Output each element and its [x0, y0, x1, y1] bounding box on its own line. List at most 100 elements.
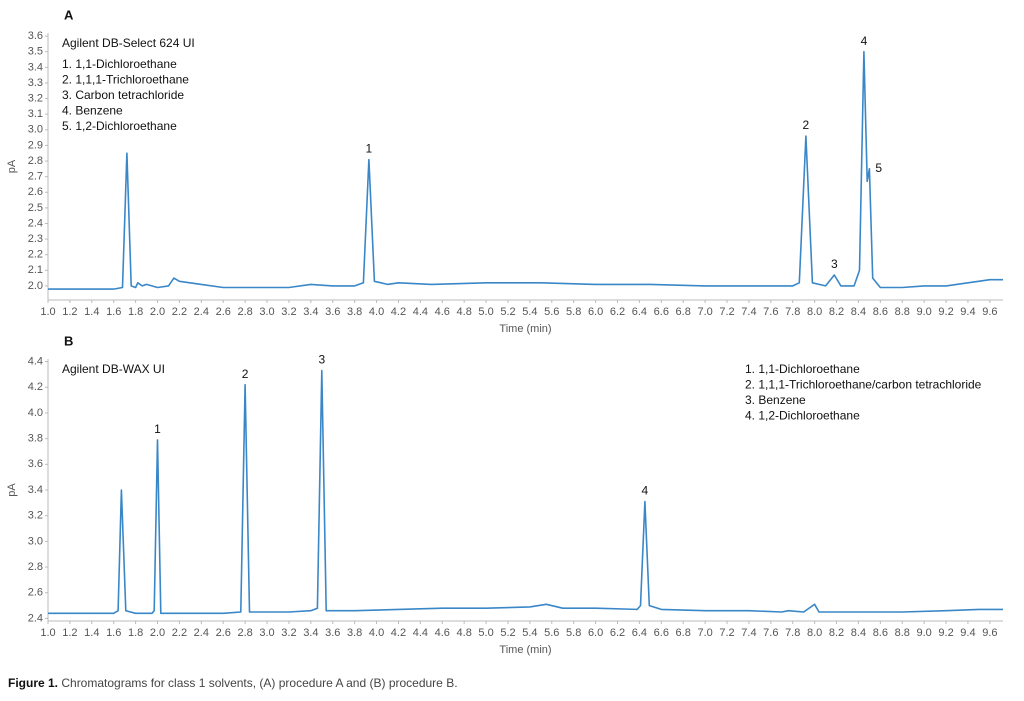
x-tick-label: 4.8	[457, 627, 472, 639]
x-tick-label: 6.6	[654, 627, 669, 639]
y-tick-label: 2.2	[28, 249, 43, 261]
panel-letter: A	[64, 7, 74, 22]
peak-label: 5	[875, 161, 882, 175]
y-tick-label: 3.0	[28, 124, 43, 136]
x-tick-label: 2.0	[150, 627, 165, 639]
x-tick-label: 4.2	[391, 627, 406, 639]
x-tick-label: 5.2	[500, 627, 515, 639]
x-tick-label: 5.0	[478, 306, 493, 318]
peak-label: 3	[831, 257, 838, 271]
x-tick-label: 7.8	[785, 306, 800, 318]
x-tick-label: 5.6	[544, 627, 559, 639]
legend-entry: 4. Benzene	[62, 104, 123, 118]
x-tick-label: 4.8	[457, 306, 472, 318]
y-tick-label: 3.0	[28, 535, 43, 547]
x-tick-label: 2.6	[216, 306, 231, 318]
x-tick-label: 6.6	[654, 306, 669, 318]
legend-entry: 3. Benzene	[745, 393, 806, 407]
x-tick-label: 9.6	[982, 627, 997, 639]
y-tick-label: 2.8	[28, 155, 43, 167]
y-tick-label: 3.5	[28, 46, 43, 58]
x-tick-label: 9.2	[938, 627, 953, 639]
x-tick-label: 2.6	[216, 627, 231, 639]
x-tick-label: 7.4	[741, 627, 756, 639]
peak-label: 2	[242, 367, 249, 381]
trace	[48, 50, 1003, 290]
legend-entry: 2. 1,1,1-Trichloroethane	[62, 73, 189, 87]
x-tick-label: 3.8	[347, 306, 362, 318]
x-tick-label: 8.8	[895, 306, 910, 318]
legend-entry: 1. 1,1-Dichloroethane	[745, 362, 860, 376]
caption-text: Chromatograms for class 1 solvents, (A) …	[58, 676, 458, 690]
peak-label: 4	[642, 484, 649, 498]
y-tick-label: 3.1	[28, 108, 43, 120]
x-tick-label: 8.4	[851, 306, 866, 318]
x-tick-label: 6.8	[676, 627, 691, 639]
x-tick-label: 2.2	[172, 627, 187, 639]
x-tick-label: 3.6	[325, 306, 340, 318]
x-axis-label: Time (min)	[499, 644, 551, 656]
x-tick-label: 1.2	[62, 306, 77, 318]
x-tick-label: 9.0	[916, 627, 931, 639]
x-tick-label: 2.2	[172, 306, 187, 318]
y-tick-label: 2.6	[28, 587, 43, 599]
x-tick-label: 3.4	[303, 306, 318, 318]
peak-label: 2	[803, 118, 810, 132]
x-tick-label: 1.8	[128, 306, 143, 318]
x-tick-label: 9.2	[938, 306, 953, 318]
peak-label: 4	[861, 34, 868, 48]
column-name: Agilent DB-Select 624 UI	[62, 36, 195, 50]
x-tick-label: 2.0	[150, 306, 165, 318]
x-tick-label: 7.2	[719, 627, 734, 639]
x-tick-label: 3.6	[325, 627, 340, 639]
x-tick-label: 4.0	[369, 627, 384, 639]
y-tick-label: 4.2	[28, 381, 43, 393]
panel-letter: B	[64, 333, 73, 348]
x-tick-label: 8.8	[895, 627, 910, 639]
x-tick-label: 8.2	[829, 627, 844, 639]
x-tick-label: 3.4	[303, 627, 318, 639]
x-tick-label: 1.0	[40, 627, 55, 639]
x-tick-label: 4.6	[435, 306, 450, 318]
y-tick-label: 2.4	[28, 612, 43, 624]
x-tick-label: 5.4	[522, 306, 537, 318]
x-tick-label: 8.0	[807, 627, 822, 639]
x-tick-label: 4.2	[391, 306, 406, 318]
y-tick-label: 2.0	[28, 280, 43, 292]
x-axis-label: Time (min)	[499, 323, 551, 335]
y-axis-label: pA	[6, 159, 18, 173]
y-tick-label: 3.8	[28, 433, 43, 445]
x-tick-label: 2.8	[237, 627, 252, 639]
x-tick-label: 6.2	[610, 306, 625, 318]
legend-entry: 3. Carbon tetrachloride	[62, 88, 184, 102]
x-tick-label: 7.2	[719, 306, 734, 318]
x-tick-label: 5.2	[500, 306, 515, 318]
x-tick-label: 8.0	[807, 306, 822, 318]
y-tick-label: 2.8	[28, 561, 43, 573]
y-tick-label: 2.4	[28, 217, 43, 229]
peak-label: 1	[154, 422, 161, 436]
x-tick-label: 2.8	[237, 306, 252, 318]
x-tick-label: 4.0	[369, 306, 384, 318]
x-tick-label: 4.6	[435, 627, 450, 639]
legend-entry: 2. 1,1,1-Trichloroethane/carbon tetrachl…	[745, 378, 982, 392]
x-tick-label: 8.6	[873, 306, 888, 318]
y-tick-label: 2.7	[28, 171, 43, 183]
trace	[48, 369, 1003, 615]
y-tick-label: 3.4	[28, 484, 43, 496]
x-tick-label: 9.0	[916, 306, 931, 318]
y-tick-label: 3.3	[28, 77, 43, 89]
x-tick-label: 6.0	[588, 306, 603, 318]
x-tick-label: 8.6	[873, 627, 888, 639]
y-tick-label: 3.4	[28, 61, 43, 73]
x-tick-label: 3.2	[281, 627, 296, 639]
x-tick-label: 8.4	[851, 627, 866, 639]
x-tick-label: 1.2	[62, 627, 77, 639]
y-tick-label: 4.4	[28, 355, 43, 367]
x-tick-label: 5.6	[544, 306, 559, 318]
peak-label: 3	[318, 353, 325, 367]
x-tick-label: 5.8	[566, 306, 581, 318]
y-tick-label: 2.6	[28, 186, 43, 198]
y-axis-label: pA	[6, 483, 18, 497]
